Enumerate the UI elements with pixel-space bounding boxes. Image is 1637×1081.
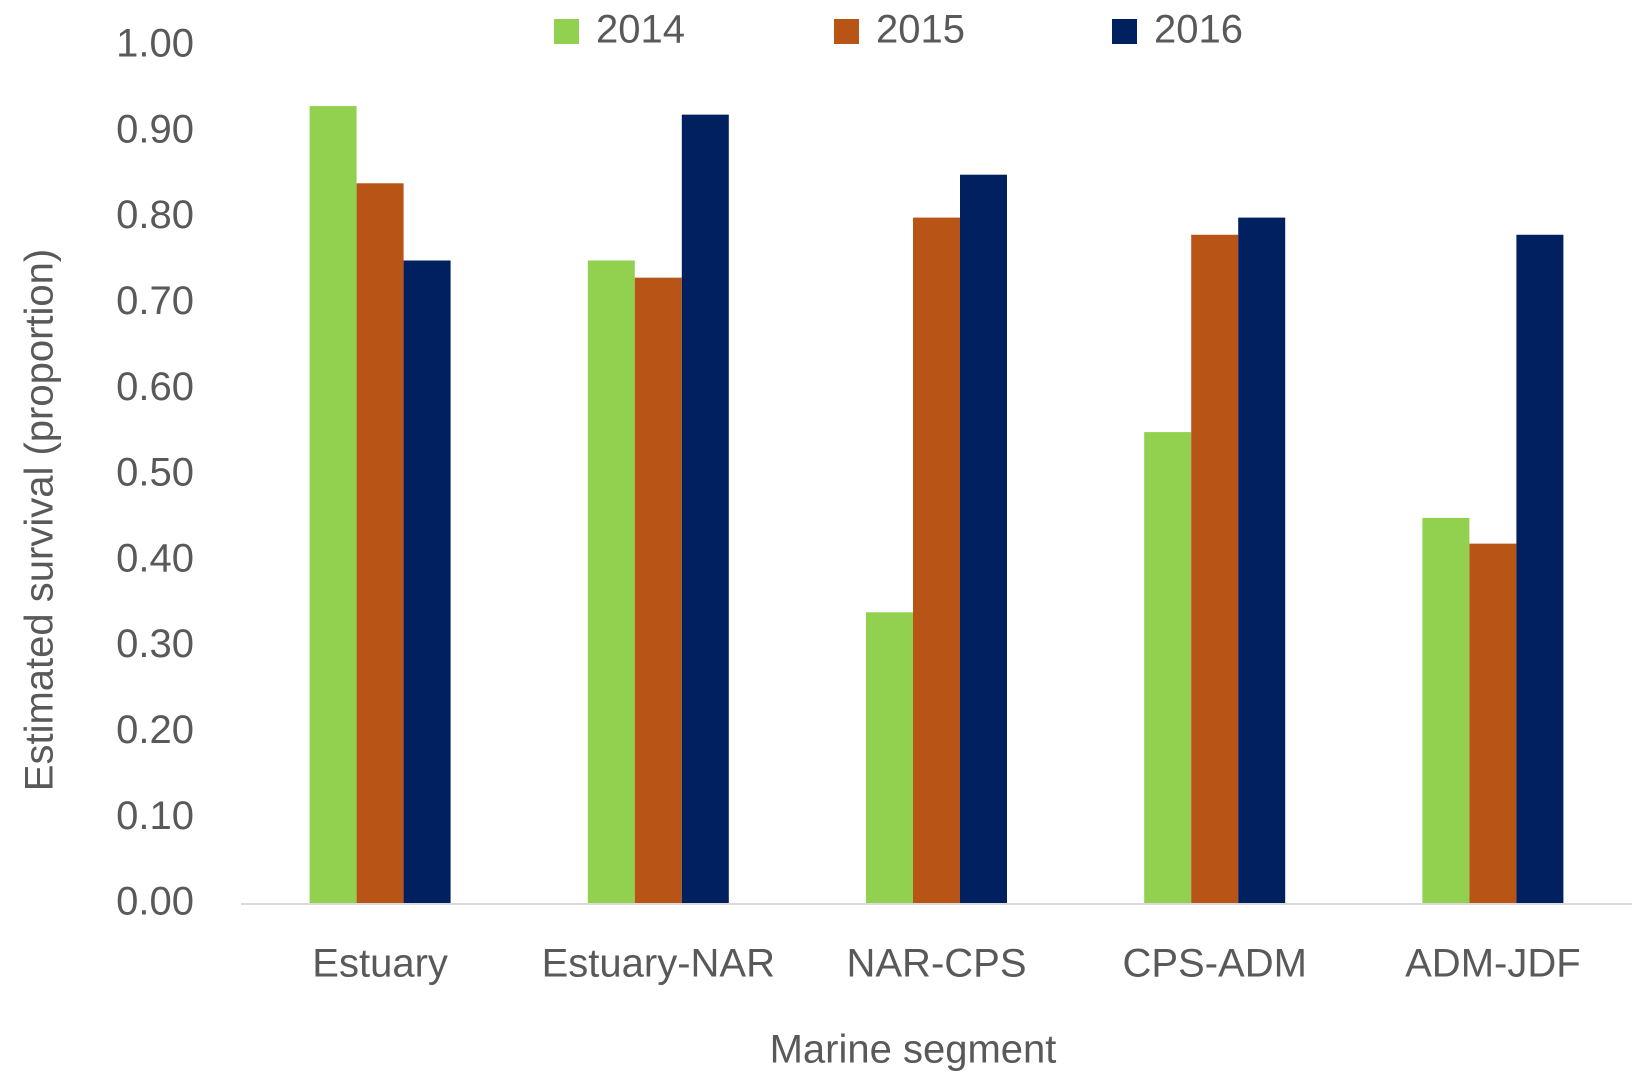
y-tick-label: 0.50 — [116, 451, 194, 495]
bar — [1469, 543, 1517, 904]
x-tick-label: ADM-JDF — [1405, 942, 1581, 986]
x-tick-label: CPS-ADM — [1122, 942, 1306, 986]
bar — [1144, 432, 1192, 904]
bar — [913, 217, 960, 905]
bar — [587, 260, 635, 904]
y-tick-label: 0.40 — [116, 536, 194, 580]
x-tick-label: Estuary — [312, 942, 448, 986]
bar — [356, 183, 404, 904]
legend-swatch — [834, 19, 859, 44]
bar — [1516, 234, 1564, 904]
y-tick-label: 0.80 — [116, 193, 194, 237]
bar — [634, 277, 682, 904]
y-tick-label: 0.10 — [116, 794, 194, 838]
x-axis-title: Marine segment — [770, 1028, 1057, 1072]
bar — [866, 612, 913, 904]
bar — [403, 260, 451, 904]
y-tick-label: 0.70 — [116, 279, 194, 323]
legend-swatch — [1112, 19, 1137, 44]
legend-swatch — [554, 19, 579, 44]
bar — [681, 114, 729, 904]
x-tick-label: NAR-CPS — [846, 942, 1026, 986]
y-tick-label: 0.90 — [116, 107, 194, 151]
y-tick-label: 0.20 — [116, 708, 194, 752]
bar — [309, 106, 357, 904]
y-tick-label: 0.30 — [116, 622, 194, 666]
y-tick-label: 0.00 — [116, 880, 194, 924]
y-tick-label: 1.00 — [116, 22, 194, 66]
y-axis-title: Estimated survival (proportion) — [18, 249, 62, 791]
bar — [1238, 217, 1286, 905]
legend-label: 2015 — [876, 8, 965, 52]
bar — [1422, 517, 1470, 904]
bar — [1191, 234, 1239, 904]
legend-label: 2014 — [596, 8, 685, 52]
bar — [960, 174, 1007, 904]
legend-label: 2016 — [1154, 8, 1243, 52]
y-tick-label: 0.60 — [116, 365, 194, 409]
x-tick-label: Estuary-NAR — [542, 942, 775, 986]
